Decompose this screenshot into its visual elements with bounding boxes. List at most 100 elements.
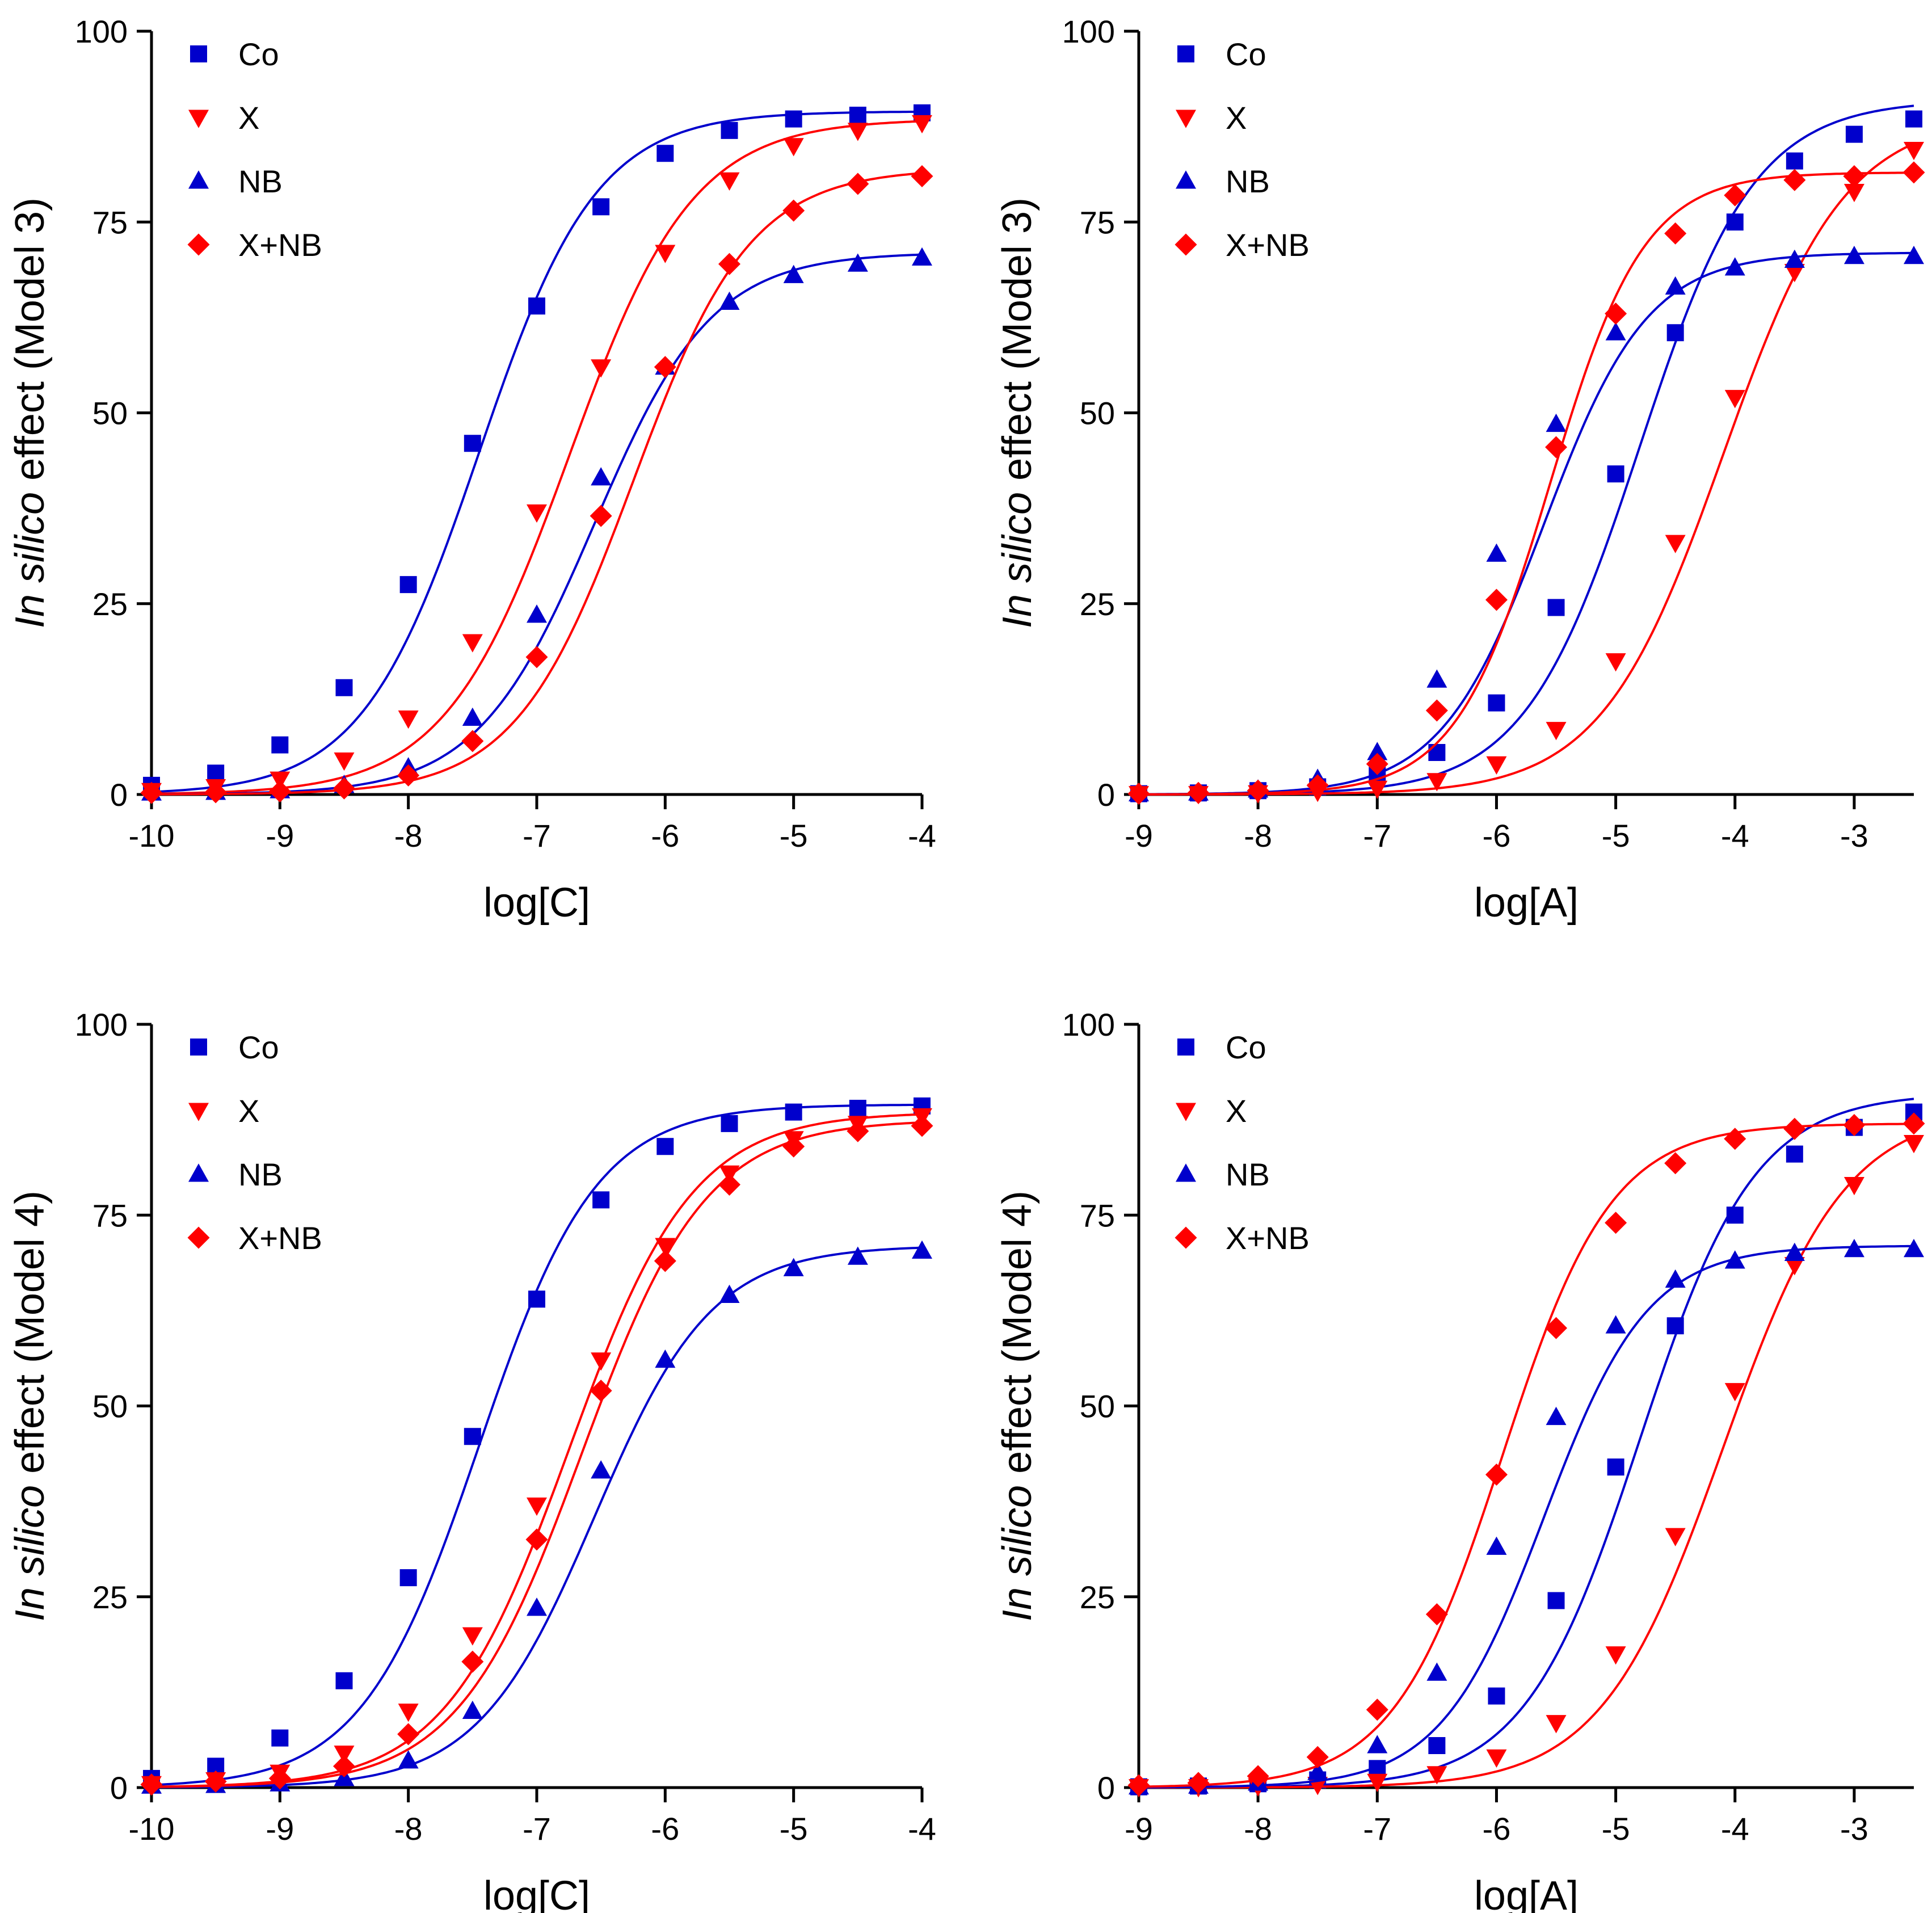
- fit-curve: [1139, 104, 1914, 796]
- data-point: [334, 1745, 355, 1764]
- fit-curve: [1139, 251, 1914, 796]
- y-tick-label: 50: [1080, 396, 1115, 431]
- legend-label: X: [238, 1093, 259, 1129]
- legend-label: Co: [1226, 1029, 1266, 1065]
- data-point: [1366, 752, 1388, 775]
- data-point: [335, 1672, 353, 1689]
- data-point: [1786, 1145, 1803, 1163]
- data-point: [1428, 744, 1446, 762]
- data-point: [785, 1103, 802, 1121]
- legend-label: X: [238, 100, 259, 136]
- x-tick-label: -4: [1721, 818, 1749, 854]
- data-point: [1547, 599, 1565, 616]
- data-point: [1905, 110, 1922, 128]
- fit-curve: [1138, 1122, 1914, 1788]
- data-point: [1545, 436, 1568, 459]
- data-point: [912, 247, 932, 266]
- x-tick-label: -3: [1840, 818, 1868, 854]
- data-point: [1902, 1112, 1925, 1135]
- chart-panel-4: -9 -8 -7 -6 -5 -4 -3 0 25 50 75 100 log[A] In silico …: [995, 1007, 1925, 1913]
- series-co: [1130, 1098, 1922, 1796]
- data-point: [1546, 1406, 1567, 1426]
- data-point: [1665, 535, 1686, 553]
- data-point: [1724, 1383, 1745, 1402]
- data-point: [1784, 1257, 1805, 1276]
- data-point: [590, 504, 612, 527]
- data-point: [847, 173, 869, 195]
- data-point: [1486, 756, 1507, 775]
- data-point: [654, 356, 676, 379]
- series-nb: [1129, 246, 1924, 802]
- data-point: [1306, 1746, 1329, 1768]
- series-co: [143, 1097, 931, 1787]
- data-point: [333, 777, 355, 800]
- data-point: [1605, 302, 1627, 325]
- data-point: [1724, 257, 1745, 276]
- y-tick-label: 100: [1062, 1007, 1115, 1042]
- data-point: [397, 1723, 420, 1746]
- series-x: [1129, 1134, 1924, 1798]
- y-tick-label: 100: [1062, 14, 1115, 49]
- data-point: [1607, 1458, 1624, 1476]
- data-point: [397, 764, 420, 787]
- data-point: [849, 1099, 866, 1117]
- data-point: [655, 1349, 676, 1368]
- y-axis-title: In silico effect (Model 3): [995, 197, 1040, 628]
- x-tick-label: -8: [394, 1811, 423, 1847]
- data-point: [1843, 1239, 1864, 1258]
- data-point: [1486, 543, 1507, 562]
- data-point: [1547, 1592, 1565, 1609]
- data-point: [1843, 1114, 1866, 1137]
- data-point: [1428, 1737, 1446, 1755]
- legend-label: NB: [1226, 1157, 1270, 1192]
- data-point: [1845, 125, 1863, 143]
- data-point: [912, 115, 932, 134]
- legend-marker: [188, 110, 209, 128]
- y-tick-label: 100: [75, 1007, 128, 1042]
- chart-panel-3: -10 -9 -8 -7 -6 -5 -4 0 25 50 75 100 log[C] In silico…: [7, 1007, 936, 1913]
- data-point: [654, 1250, 676, 1272]
- y-tick-label: 50: [92, 1389, 128, 1424]
- x-axis-title: log[C]: [483, 1873, 590, 1913]
- data-point: [1784, 1242, 1805, 1261]
- fit-curve: [151, 253, 923, 796]
- data-point: [528, 1290, 545, 1308]
- data-point: [1724, 184, 1746, 207]
- legend-marker: [1177, 45, 1194, 62]
- data-point: [1724, 1250, 1745, 1269]
- fit-curve: [1139, 1136, 1914, 1789]
- data-point: [1904, 246, 1924, 264]
- y-tick-label: 75: [92, 204, 128, 240]
- legend-label: X: [1226, 1093, 1247, 1129]
- data-point: [847, 123, 868, 141]
- legend-label: X+NB: [238, 227, 322, 263]
- x-tick-label: -9: [266, 1811, 294, 1847]
- y-axis-title-italic: In silico: [995, 1485, 1040, 1621]
- data-point: [398, 1704, 419, 1722]
- data-point: [1247, 779, 1269, 802]
- data-point: [1783, 1117, 1806, 1140]
- chart-panel-2: -9 -8 -7 -6 -5 -4 -3 0 25 50 75 100 log[A] In silico …: [995, 14, 1925, 926]
- legend-marker: [1177, 1039, 1194, 1056]
- fit-curve: [151, 1113, 923, 1788]
- series-x: [141, 115, 932, 802]
- y-tick-label: 0: [1097, 777, 1115, 813]
- data-point: [398, 710, 419, 729]
- legend-marker: [190, 45, 207, 62]
- x-tick-label: -5: [1602, 818, 1630, 854]
- y-axis-title-rest: effect (Model 3): [7, 197, 53, 492]
- x-tick-label: -7: [1363, 818, 1391, 854]
- y-axis-title: In silico effect (Model 4): [7, 1191, 53, 1621]
- data-point: [1664, 222, 1687, 245]
- data-point: [591, 1460, 612, 1479]
- data-point: [783, 138, 804, 157]
- data-point: [464, 1428, 481, 1445]
- legend-marker: [1176, 1163, 1196, 1182]
- legend-label: X: [1226, 100, 1247, 136]
- legend-marker: [187, 1226, 210, 1249]
- series-x-nb: [140, 1115, 933, 1796]
- fit-curve: [1139, 1244, 1914, 1789]
- data-point: [399, 576, 417, 594]
- data-point: [719, 291, 740, 310]
- data-point: [1605, 1315, 1626, 1334]
